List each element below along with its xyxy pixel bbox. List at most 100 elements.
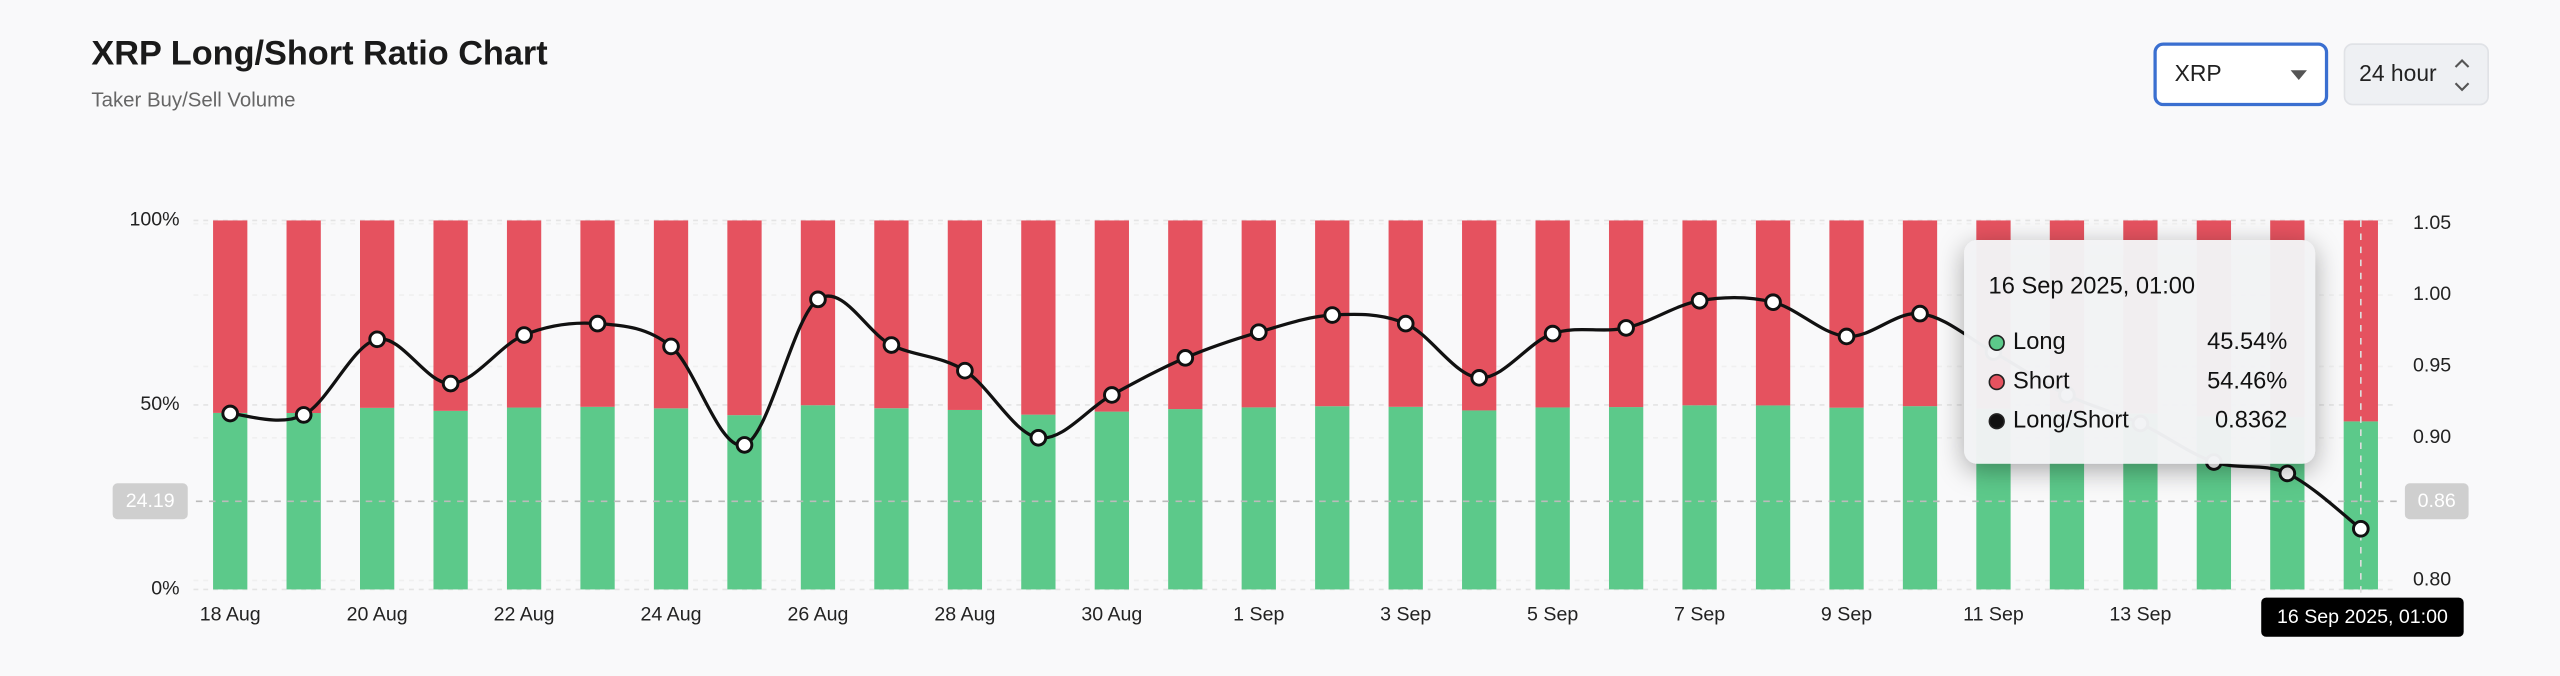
tooltip: 16 Sep 2025, 01:00 Long 45.54% Short 54.46%…	[1964, 240, 2316, 464]
bar-short	[1755, 220, 1791, 406]
ratio-point	[294, 406, 313, 424]
x-tick-label: 28 Aug	[934, 604, 995, 626]
period-select-box[interactable]	[2343, 43, 2489, 106]
x-tick-label: 18 Aug	[200, 604, 261, 626]
symbol-select[interactable]: XRP	[2153, 42, 2329, 107]
ratio-point	[2278, 464, 2297, 483]
x-tick-label: 3 Sep	[1380, 604, 1431, 626]
period-select-text[interactable]: 24 hour	[2359, 60, 2437, 86]
bar-short	[1388, 220, 1423, 407]
chart-subtitle: Taker Buy/Sell Volume	[91, 90, 295, 112]
x-tick-label: 20 Aug	[347, 604, 408, 626]
y2-tick-label: 0.90	[2413, 426, 2451, 448]
period-select[interactable]: 24 hour	[2343, 43, 2489, 106]
bar-short	[1608, 220, 1644, 408]
bar-long	[1608, 407, 1644, 590]
tooltip-series-name: Long	[2013, 329, 2066, 355]
crosshair-y2-label: 0.86	[2418, 490, 2456, 512]
ratio-point	[662, 337, 680, 356]
ratio-point	[515, 326, 533, 344]
chart-title: XRP Long/Short Ratio Chart	[91, 35, 547, 73]
ratio-point	[1103, 386, 1121, 404]
bar-short	[1021, 220, 1056, 415]
ratio-point	[1470, 369, 1488, 387]
x-tick-label: 30 Aug	[1081, 604, 1142, 626]
ratio-point	[809, 290, 827, 309]
bar-long	[1902, 406, 1938, 590]
stepper-icon	[2454, 58, 2470, 92]
ratio-point	[1396, 314, 1415, 333]
bar-short	[360, 220, 395, 408]
bar-short	[286, 220, 321, 414]
ratio-point	[221, 404, 240, 423]
tooltip-box	[1964, 240, 2316, 464]
y2-tick-label: 0.80	[2413, 569, 2451, 591]
tooltip-series-name: Short	[2013, 368, 2070, 394]
bar-short	[506, 220, 542, 408]
x-tick-label: 13 Sep	[2109, 604, 2171, 626]
ratio-point	[1543, 324, 1562, 343]
bar-long	[1168, 409, 1203, 590]
tooltip-swatch	[1988, 373, 2005, 391]
bar-long	[1755, 405, 1791, 590]
tooltip-value: 0.8362	[2215, 408, 2287, 434]
bar-short	[580, 220, 615, 407]
symbol-select-text[interactable]: XRP	[2175, 60, 2222, 86]
ratio-point	[1764, 293, 1782, 312]
ratio-point	[1911, 304, 1929, 323]
crosshair-y-label: 24.19	[126, 490, 175, 512]
bar-long	[1829, 407, 1864, 590]
dropdown-arrow	[2290, 70, 2307, 81]
crosshair-x-label: 16 Sep 2025, 01:00	[2277, 606, 2448, 628]
crosshair-labels: 24.19 0.86 16 Sep 2025, 01:00	[112, 483, 2469, 637]
axes: 0% 50% 100% 0.80 0.90 0.95 1.00 1.05 18 Aug 20 Au…	[130, 209, 2452, 626]
bar-short	[1829, 220, 1864, 408]
bar-long	[1315, 406, 1350, 590]
ratio-point	[368, 330, 386, 349]
bar-short	[727, 220, 762, 416]
ratio-point	[956, 361, 974, 380]
x-tick-label: 22 Aug	[494, 604, 555, 626]
ratio-point	[1029, 428, 1048, 447]
y2-tick-label: 1.05	[2413, 212, 2451, 234]
y-tick-label: 50%	[140, 393, 179, 415]
bar-long	[1388, 406, 1423, 590]
ratio-point	[441, 374, 460, 393]
crosshair-y2-box	[2404, 483, 2469, 520]
x-tick-label: 11 Sep	[1963, 604, 2024, 626]
tooltip-swatch	[1988, 334, 2005, 352]
bar-short	[213, 220, 248, 413]
crosshair	[195, 220, 2397, 595]
ratio-point	[1837, 327, 1856, 346]
ratio-point	[1323, 306, 1342, 324]
bar-long	[874, 408, 909, 590]
ratio-point	[1690, 291, 1709, 310]
bar-long	[800, 405, 836, 590]
tooltip-series-name: Long/Short	[2013, 408, 2129, 434]
ratio-point	[735, 436, 754, 454]
bar-long	[1462, 410, 1497, 590]
x-tick-label: 1 Sep	[1233, 604, 1284, 626]
ratio-point	[1617, 319, 1635, 337]
bar-short	[1241, 220, 1276, 408]
y2-tick-label: 0.95	[2413, 355, 2451, 377]
x-tick-label: 26 Aug	[787, 604, 848, 626]
bar-long	[947, 409, 983, 590]
x-tick-label: 7 Sep	[1674, 604, 1725, 626]
tooltip-title: 16 Sep 2025, 01:00	[1989, 274, 2196, 300]
x-tick-label: 9 Sep	[1821, 604, 1872, 626]
crosshair-y-box	[112, 483, 188, 520]
bar-long	[1241, 407, 1276, 590]
y-tick-label: 100%	[130, 209, 180, 231]
ratio-point	[588, 314, 607, 333]
ratio-point	[2352, 519, 2370, 538]
ratio-point	[1249, 323, 1268, 341]
y-tick-label: 0%	[151, 578, 179, 600]
x-tick-label: 5 Sep	[1527, 604, 1578, 626]
x-tick-label: 24 Aug	[641, 604, 702, 626]
crosshair-x-box	[2261, 597, 2464, 637]
bar-long	[1682, 405, 1717, 590]
bar-short	[2343, 220, 2378, 422]
symbol-select-box[interactable]	[2153, 42, 2329, 107]
